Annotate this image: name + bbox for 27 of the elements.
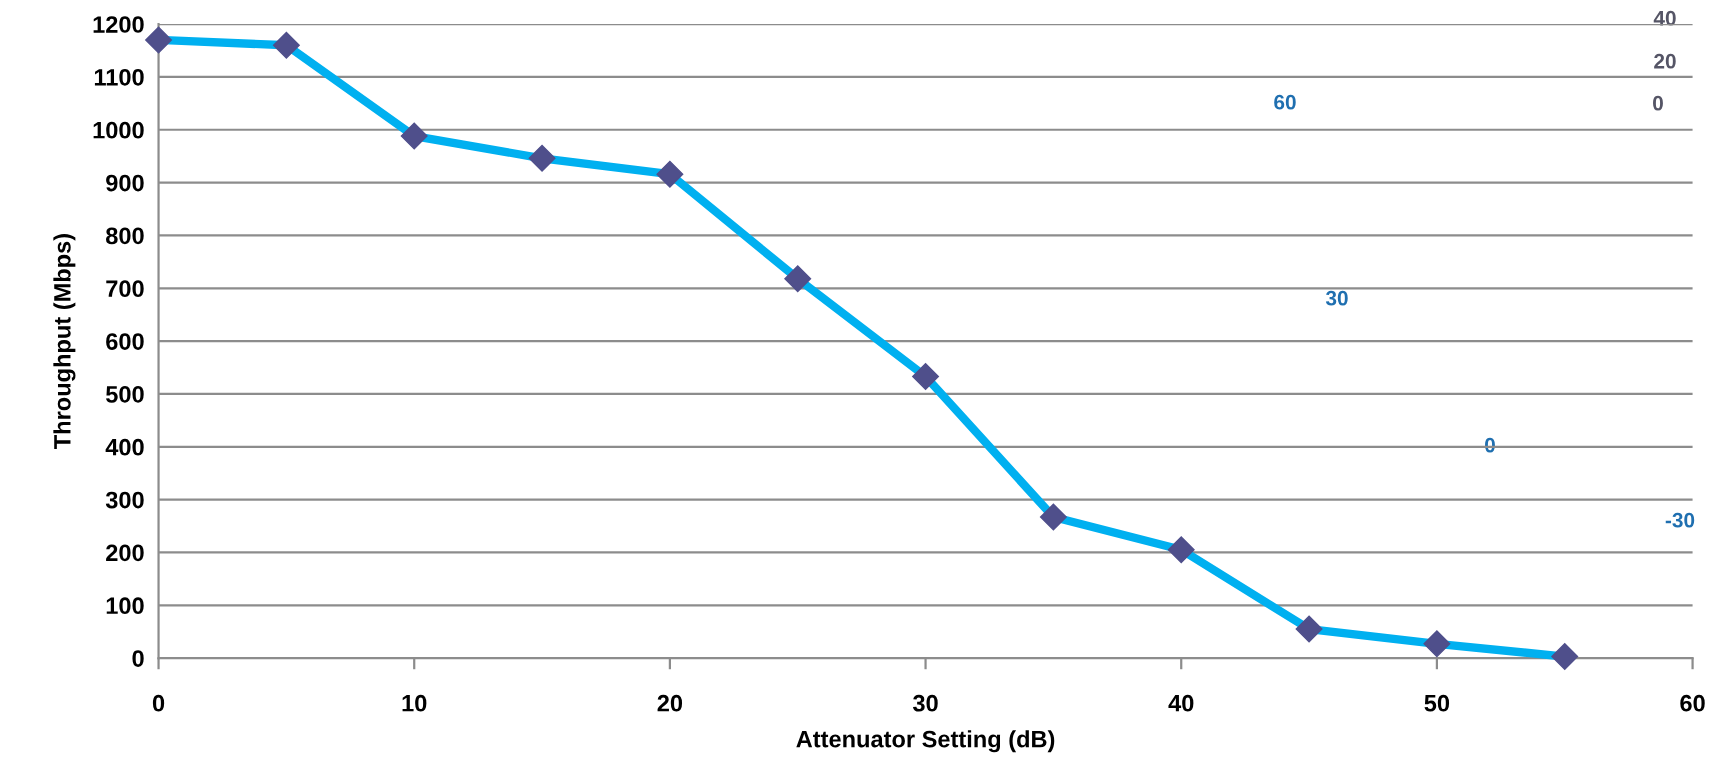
annotation: 20	[1654, 53, 1676, 69]
y-tick-label: 600	[106, 333, 144, 350]
x-tick-label: 20	[657, 694, 683, 712]
y-tick-label: 200	[106, 544, 144, 562]
annotation: 60	[1274, 94, 1296, 110]
y-tick-label: 300	[105, 491, 144, 509]
x-tick-label: 10	[402, 694, 427, 712]
annotation: 30	[1325, 290, 1348, 306]
x-tick-label: 50	[1424, 694, 1450, 712]
annotation: -30	[1665, 512, 1695, 528]
y-tick-label: 900	[106, 174, 144, 192]
y-tick-label: 100	[106, 597, 144, 615]
x-tick-label: 40	[1168, 694, 1194, 712]
y-tick-label: 1200	[93, 16, 144, 33]
y-tick-label: 800	[106, 227, 144, 245]
x-axis-title: Attenuator Setting (dB)	[796, 730, 1055, 753]
y-tick-label: 500	[105, 386, 144, 403]
annotation: 0	[1653, 95, 1663, 111]
y-tick-label: 0	[132, 650, 144, 667]
y-tick-label: 1000	[93, 121, 144, 139]
y-tick-label: 700	[106, 280, 144, 298]
x-tick-label: 60	[1680, 694, 1705, 712]
y-axis-title: Throughput (Mbps)	[53, 234, 76, 450]
y-tick-label: 400	[105, 438, 144, 456]
x-tick-label: 30	[912, 694, 938, 712]
y-tick-label: 1100	[94, 68, 144, 86]
x-tick-label: 0	[152, 694, 165, 712]
